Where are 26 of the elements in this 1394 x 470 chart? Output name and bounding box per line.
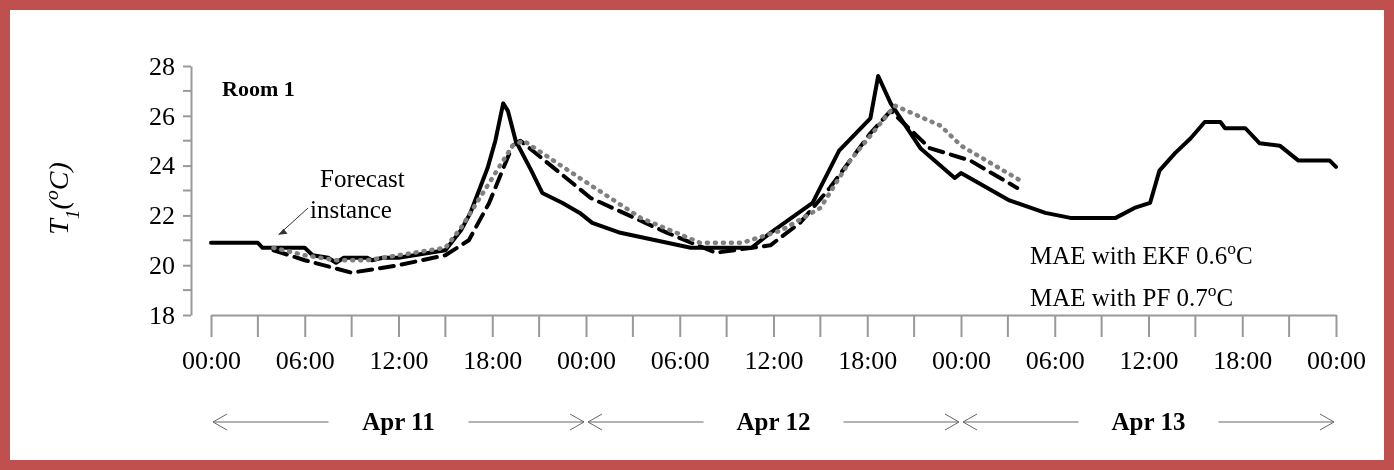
x-tick-label: 00:00	[1306, 346, 1367, 376]
x-tick-label: 12:00	[1119, 346, 1179, 376]
annotation: MAE with EKF 0.6$^{o}$C	[1030, 238, 1253, 269]
text: Apr 11	[362, 408, 435, 435]
x-tick-label: 06:00	[650, 346, 710, 376]
annotation: Room 1	[222, 76, 295, 101]
y-tick-label: 20	[149, 251, 175, 281]
y-tick-label: 24	[149, 151, 175, 181]
x-tick-label: 06:00	[1025, 346, 1085, 376]
annotation: Forecast instance	[310, 165, 405, 223]
y-tick-label: 18	[149, 300, 175, 330]
x-tick-label: 12:00	[744, 346, 804, 376]
x-tick-label: 12:00	[369, 346, 429, 376]
y-tick-label: 26	[149, 101, 175, 131]
x-tick-label: 00:00	[931, 346, 992, 376]
text: Apr 12	[736, 408, 811, 435]
x-tick-label: 18:00	[838, 346, 898, 376]
y-tick-label: 22	[149, 201, 175, 231]
x-tick-label: 00:00	[181, 346, 242, 376]
x-tick-label: 06:00	[275, 346, 335, 376]
x-tick-label: 18:00	[463, 346, 523, 376]
y-tick-label: 28	[149, 51, 175, 81]
text: Apr 13	[1111, 408, 1186, 435]
x-tick-label: 18:00	[1213, 346, 1273, 376]
x-tick-label: 00:00	[556, 346, 617, 376]
annotation: MAE with PF 0.7$^{o}$C	[1030, 280, 1234, 311]
